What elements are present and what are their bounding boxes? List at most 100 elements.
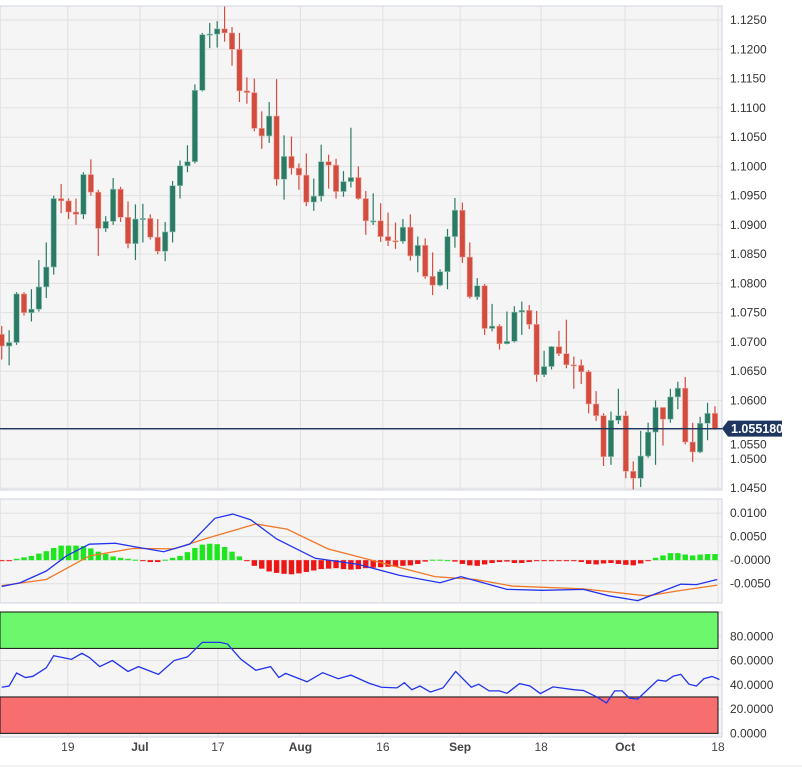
candle-down <box>659 407 666 446</box>
macd-histogram-bar <box>437 559 443 561</box>
candle-body <box>355 177 362 199</box>
macd-line <box>1 513 718 602</box>
price-y-tick-label: 1.0650 <box>730 364 767 378</box>
candle-down <box>95 189 102 256</box>
candle-body <box>615 415 622 421</box>
macd-histogram-bar <box>697 554 703 561</box>
candle-down <box>593 391 600 421</box>
candle-down <box>407 214 414 261</box>
macd-histogram-bar <box>675 553 681 561</box>
candle-up <box>474 278 481 300</box>
price-y-tick-label: 1.0950 <box>730 189 767 203</box>
candle-body <box>667 396 674 420</box>
candle-down <box>221 6 228 42</box>
candle-body <box>370 220 377 223</box>
macd-histogram-bar <box>660 555 666 561</box>
candle-up <box>444 228 451 290</box>
candle-up <box>503 311 510 345</box>
candle-up <box>310 178 317 211</box>
candle-body <box>652 407 659 433</box>
macd-histogram-bar <box>370 560 376 568</box>
macd-histogram-bar <box>281 560 287 574</box>
candle-down <box>333 158 340 199</box>
macd-histogram-bar <box>645 560 651 562</box>
macd-histogram-bar <box>303 560 310 572</box>
macd-histogram-bar <box>110 556 116 561</box>
candle-up <box>615 388 622 424</box>
candle-up <box>281 135 288 200</box>
candle-down <box>65 198 72 220</box>
candle-body <box>288 156 295 169</box>
candle-up <box>206 22 213 49</box>
candle-up <box>541 350 548 378</box>
candle-down <box>570 356 577 389</box>
candle-body <box>697 422 704 453</box>
candle-body <box>399 226 406 242</box>
rsi-y-tick-label: 20.0000 <box>730 702 774 716</box>
macd-histogram-bar <box>132 559 139 561</box>
macd-histogram-bar <box>0 560 5 562</box>
candle-body <box>489 325 496 329</box>
candle-body <box>593 403 600 416</box>
candle-body <box>6 342 13 347</box>
candle-up <box>489 303 496 332</box>
candle-body <box>689 441 696 453</box>
candle-down <box>288 136 295 175</box>
candle-body <box>340 181 347 192</box>
date-tick-label: 18 <box>534 740 548 754</box>
macd-histogram-bar <box>652 557 659 561</box>
date-tick-label: 16 <box>376 740 390 754</box>
macd-histogram-bar <box>429 559 436 561</box>
candle-up <box>667 388 674 423</box>
macd-histogram-bar <box>548 560 555 562</box>
candle-up <box>214 21 221 48</box>
candle-down <box>154 219 161 255</box>
macd-histogram-bar <box>474 560 480 566</box>
candle-body <box>117 188 124 218</box>
candle-body <box>407 226 414 257</box>
candle-body <box>191 89 198 162</box>
candle-up <box>697 416 704 454</box>
candle-down <box>73 198 80 225</box>
candle-down <box>555 330 562 356</box>
macd-histogram-bar <box>117 557 124 561</box>
macd-histogram-bar <box>578 560 584 563</box>
macd-histogram-bar <box>207 543 213 561</box>
candle-up <box>110 178 117 225</box>
macd-histogram-bar <box>363 560 369 569</box>
macd-histogram-bar <box>556 560 562 562</box>
candle-body <box>177 165 184 186</box>
macd-histogram-bar <box>392 560 399 567</box>
macd-panel[interactable]: 0.0100 0.0050 -0.0000 -0.0050 <box>0 498 771 604</box>
candle-body <box>110 188 117 222</box>
candle-body <box>236 49 243 92</box>
candle-body <box>362 198 369 222</box>
candle-down <box>600 413 607 467</box>
date-tick-label: 19 <box>61 740 75 754</box>
price-y-tick-label: 1.1250 <box>730 13 767 27</box>
macd-histogram-bar <box>571 560 577 562</box>
price-y-tick-label: 1.0700 <box>730 335 767 349</box>
macd-histogram-bar <box>162 559 168 561</box>
macd-histogram-bar <box>296 560 302 574</box>
macd-histogram-bar <box>311 560 317 571</box>
current-price-label: 1.055180 <box>731 422 783 436</box>
candle-down <box>563 319 570 369</box>
candle-up <box>139 203 146 243</box>
rsi-y-tick-label: 0.0000 <box>730 726 767 740</box>
candle-down <box>355 166 362 200</box>
candle-body <box>459 209 466 258</box>
rsi-panel[interactable]: 80.0000 60.0000 40.0000 20.0000 0.0000 <box>0 611 774 740</box>
candle-body <box>422 245 429 277</box>
candle-body <box>303 174 310 203</box>
price-panel[interactable]: 1.1250 1.1200 1.1150 1.1100 1.1050 1.1000 1.09… <box>0 5 783 495</box>
macd-histogram-bar <box>259 560 265 569</box>
candle-down <box>630 461 637 490</box>
candle-up <box>13 292 20 345</box>
candle-body <box>385 236 392 241</box>
candle-down <box>578 359 585 385</box>
candle-body <box>503 341 510 344</box>
candle-body <box>481 285 488 329</box>
candle-body <box>147 218 154 238</box>
